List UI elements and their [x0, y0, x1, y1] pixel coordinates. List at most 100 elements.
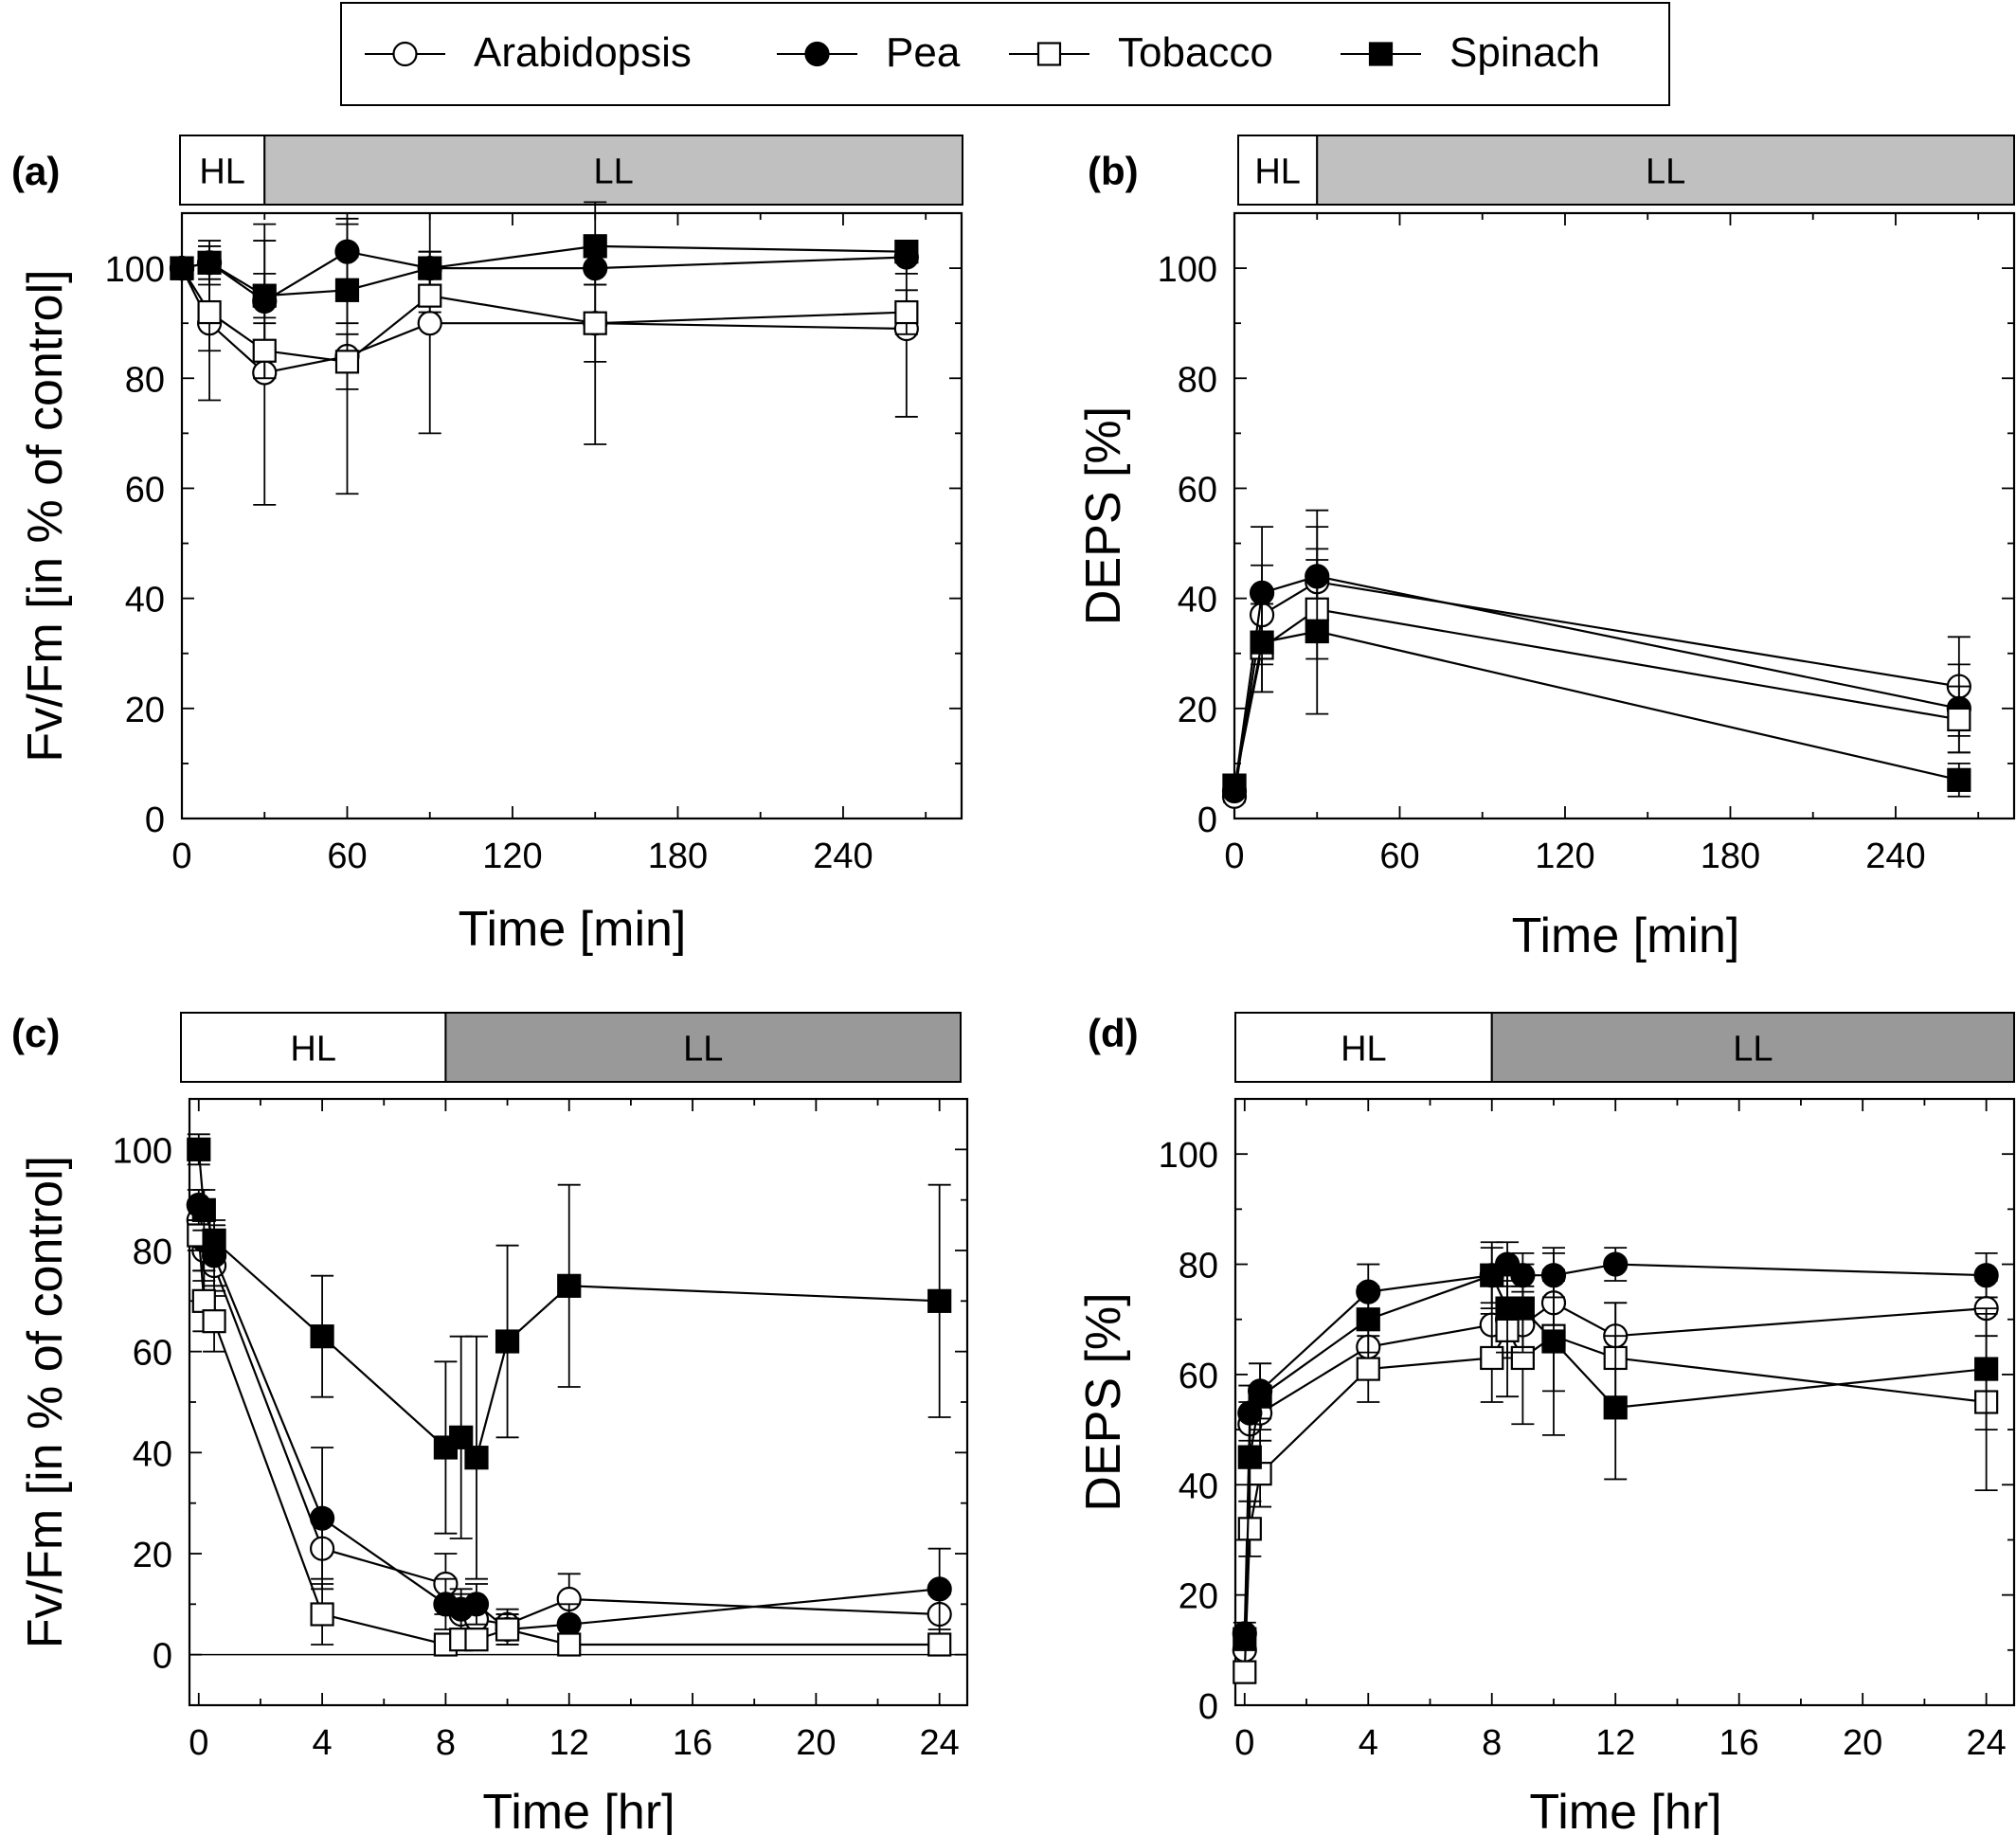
- data-point: [310, 1602, 334, 1627]
- y-axis: 0 20 40 60 80 100: [113, 1131, 967, 1677]
- x-tick-label: 0: [171, 837, 191, 876]
- data-point: [1480, 1263, 1504, 1287]
- y-axis: 0 20 40 60 80 100: [1159, 1136, 2014, 1727]
- x-axis-label: Time [hr]: [482, 1785, 675, 1835]
- x-tick-label: 180: [648, 837, 708, 876]
- series-line: [1233, 608, 1960, 786]
- series-line: [181, 267, 907, 374]
- x-tick-label: 120: [482, 837, 542, 876]
- series-line: [1233, 630, 1960, 786]
- x-tick-label: 0: [1224, 837, 1244, 876]
- legend-item: Spinach: [1341, 29, 1600, 76]
- y-tick-label: 20: [125, 691, 165, 730]
- data-point: [556, 1611, 582, 1637]
- data-point: [583, 311, 607, 335]
- y-axis-label: DEPS [%]: [1076, 406, 1131, 625]
- y-axis-label: DEPS [%]: [1076, 1292, 1131, 1511]
- x-tick-label: 20: [796, 1723, 836, 1763]
- data-point: [1233, 1660, 1257, 1684]
- data-point: [191, 1197, 216, 1222]
- data-point: [1603, 1251, 1629, 1277]
- data-point: [583, 255, 608, 281]
- x-axis: 0 60 120 180 240: [1224, 213, 1980, 876]
- legend-label: Spinach: [1449, 29, 1600, 76]
- data-point: [927, 1576, 952, 1602]
- x-tick-label: 0: [1234, 1723, 1254, 1763]
- data-point: [418, 283, 442, 308]
- data-point: [449, 1425, 474, 1449]
- panel-label: (d): [1088, 1011, 1139, 1055]
- data-point: [1947, 767, 1971, 792]
- y-tick-label: 40: [125, 581, 165, 621]
- data-point: [894, 240, 919, 264]
- data-point: [1233, 1627, 1257, 1651]
- data-point: [1947, 707, 1971, 732]
- panel-c: (c) HL LL 0 20 40 60 80 100 0 4 8 12 16 20 24 Time [hr] F…: [11, 1011, 969, 1835]
- y-tick-label: 40: [1179, 1466, 1218, 1506]
- series-spinach: [1222, 548, 1971, 798]
- data-point: [1222, 773, 1247, 798]
- x-tick-label: 16: [673, 1723, 712, 1763]
- ll-label: LL: [1646, 153, 1685, 192]
- y-tick-label: 60: [1178, 470, 1217, 510]
- data-point: [583, 234, 607, 259]
- light-condition-bar: HL LL: [1234, 1012, 2015, 1083]
- y-tick-label: 20: [1178, 691, 1217, 730]
- legend-marker: [392, 41, 418, 67]
- series-tobacco: [170, 256, 919, 390]
- data-point: [334, 278, 360, 302]
- data-point: [197, 299, 222, 325]
- data-point: [197, 250, 222, 275]
- x-tick-label: 24: [920, 1723, 960, 1763]
- legend-frame: [340, 2, 1670, 106]
- legend-item: Tobacco: [1009, 29, 1273, 76]
- panel-d: (d) HL LL 0 20 40 60 80 100 0 4 8 12 16 20 24 Time [hr] D…: [1076, 1011, 2016, 1835]
- x-axis-label: Time [hr]: [1529, 1785, 1721, 1835]
- legend-label: Pea: [886, 29, 961, 76]
- data-point: [310, 1324, 334, 1349]
- legend-item: Pea: [777, 29, 961, 76]
- x-tick-label: 16: [1719, 1723, 1759, 1763]
- data-point: [495, 1617, 520, 1642]
- data-point: [1248, 1384, 1272, 1409]
- data-point: [463, 1592, 490, 1617]
- plot-frame: [1233, 1097, 2016, 1707]
- y-tick-label: 100: [113, 1131, 172, 1171]
- y-tick-label: 20: [133, 1536, 172, 1575]
- data-point: [191, 1288, 216, 1313]
- x-tick-label: 180: [1701, 837, 1760, 876]
- ll-segment: [1316, 135, 2015, 206]
- y-tick-label: 0: [153, 1637, 172, 1677]
- series-tobacco: [1222, 559, 1971, 798]
- data-point: [418, 256, 442, 280]
- x-axis: 0 4 8 12 16 20 24: [1234, 1099, 2007, 1763]
- series-pea: [169, 223, 919, 380]
- x-tick-label: 240: [813, 837, 873, 876]
- legend-label: Tobacco: [1118, 29, 1273, 76]
- y-axis-label: Fv/Fm [in % of control]: [18, 269, 73, 762]
- data-point: [1974, 1357, 1999, 1381]
- y-tick-label: 100: [1158, 250, 1217, 290]
- data-point: [1510, 1296, 1535, 1321]
- data-point: [252, 338, 277, 363]
- series-spinach: [187, 1133, 952, 1580]
- hl-label: HL: [1341, 1030, 1387, 1070]
- legend-marker: [1036, 42, 1062, 66]
- panel-a: (a) HL LL 0 20 40 60 80 100 0 60 120 180 240 Time [min…: [11, 135, 963, 957]
- x-tick-label: 12: [549, 1723, 589, 1763]
- y-axis-label: Fv/Fm [in % of control]: [18, 1156, 73, 1648]
- data-point: [927, 1288, 952, 1313]
- series-line: [181, 244, 907, 297]
- plot-frame: [188, 1097, 969, 1707]
- data-point: [417, 311, 442, 336]
- hl-label: HL: [199, 153, 245, 192]
- data-point: [187, 1137, 211, 1161]
- data-point: [1480, 1345, 1504, 1371]
- light-condition-bar: HL LL: [180, 1012, 962, 1083]
- y-axis: 0 20 40 60 80 100: [1158, 250, 2014, 840]
- x-tick-label: 20: [1843, 1723, 1882, 1763]
- data-point: [894, 299, 919, 325]
- x-tick-label: 60: [1379, 837, 1419, 876]
- y-axis: 0 20 40 60 80 100: [105, 250, 962, 840]
- data-point: [1973, 1263, 1999, 1288]
